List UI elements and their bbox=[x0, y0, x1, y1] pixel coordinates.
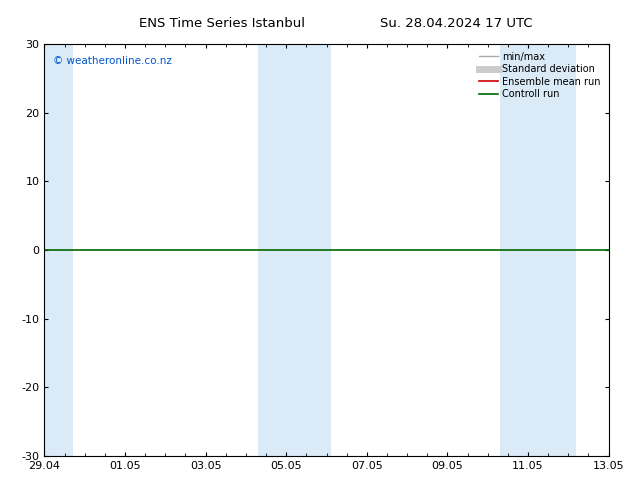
Text: Su. 28.04.2024 17 UTC: Su. 28.04.2024 17 UTC bbox=[380, 17, 533, 30]
Text: ENS Time Series Istanbul: ENS Time Series Istanbul bbox=[139, 17, 305, 30]
Bar bbox=[44, 44, 72, 456]
Text: © weatheronline.co.nz: © weatheronline.co.nz bbox=[53, 56, 172, 67]
Legend: min/max, Standard deviation, Ensemble mean run, Controll run: min/max, Standard deviation, Ensemble me… bbox=[476, 49, 604, 102]
Bar bbox=[258, 44, 330, 456]
Bar bbox=[500, 44, 576, 456]
